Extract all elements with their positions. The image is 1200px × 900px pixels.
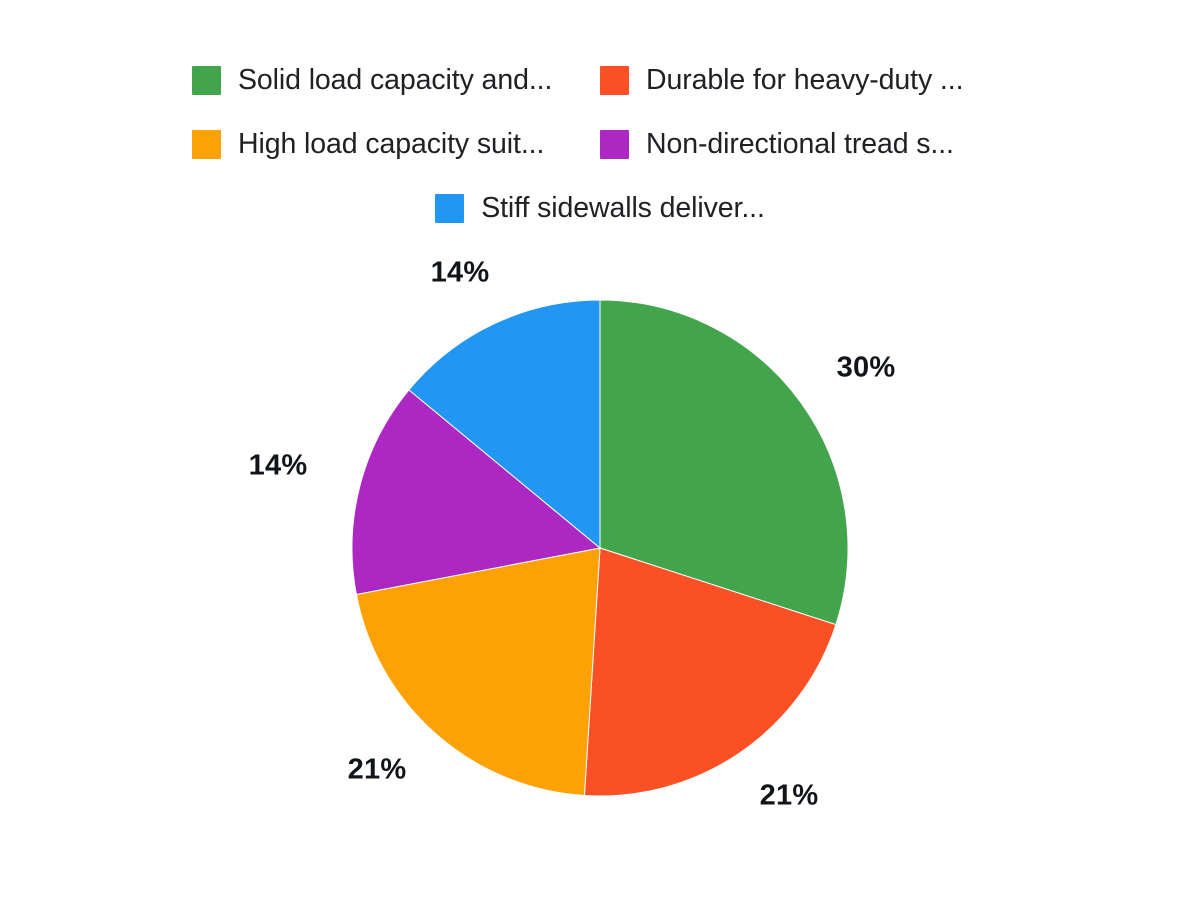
- legend-swatch-icon: [435, 193, 465, 223]
- legend-item-solid-load-capacity[interactable]: Solid load capacity and...: [192, 60, 600, 100]
- legend-item-label: Durable for heavy-duty ...: [646, 63, 964, 96]
- legend-swatch-icon: [192, 65, 221, 95]
- chart-legend: Solid load capacity and... Durable for h…: [0, 48, 1200, 240]
- legend-item-label: Solid load capacity and...: [238, 63, 553, 96]
- pie-value-label: 30%: [836, 351, 896, 384]
- legend-swatch-icon: [192, 129, 221, 159]
- legend-item-durable-heavy-duty[interactable]: Durable for heavy-duty ...: [600, 60, 1008, 100]
- pie-slice[interactable]: [408, 299, 601, 550]
- legend-item-label: Non-directional tread s...: [646, 127, 954, 160]
- pie-slice[interactable]: [583, 547, 837, 797]
- pie-slice[interactable]: [599, 299, 849, 626]
- legend-row: High load capacity suit... Non-direction…: [0, 112, 1200, 176]
- pie-slice[interactable]: [351, 389, 602, 596]
- pie-value-label: 14%: [430, 256, 490, 289]
- legend-item-stiff-sidewalls[interactable]: Stiff sidewalls deliver...: [435, 188, 765, 228]
- pie-value-label: 14%: [248, 449, 308, 482]
- legend-item-label: Stiff sidewalls deliver...: [481, 191, 765, 224]
- pie-slice-group: [351, 299, 849, 797]
- legend-row: Stiff sidewalls deliver...: [0, 176, 1200, 240]
- legend-item-non-directional-tread[interactable]: Non-directional tread s...: [600, 124, 1008, 164]
- legend-swatch-icon: [600, 129, 629, 159]
- legend-item-label: High load capacity suit...: [238, 127, 545, 160]
- pie-value-label: 21%: [759, 779, 819, 812]
- pie-value-label: 21%: [347, 753, 407, 786]
- legend-row: Solid load capacity and... Durable for h…: [0, 48, 1200, 112]
- legend-swatch-icon: [600, 65, 629, 95]
- legend-item-high-load-capacity[interactable]: High load capacity suit...: [192, 124, 600, 164]
